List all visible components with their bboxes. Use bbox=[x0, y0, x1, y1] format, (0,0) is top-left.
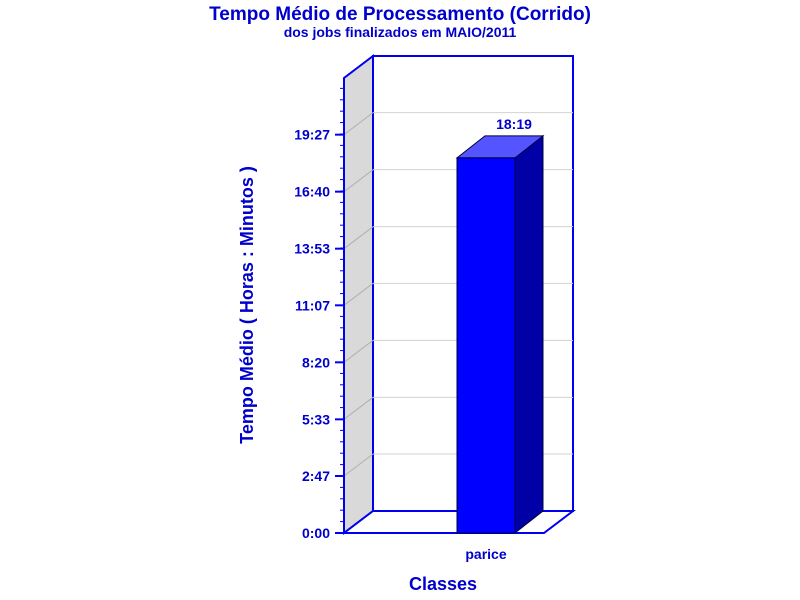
bar-value-label: 18:19 bbox=[496, 116, 532, 132]
y-tick-label: 5:33 bbox=[302, 411, 330, 427]
gridline-wall bbox=[343, 396, 374, 420]
bar bbox=[455, 134, 545, 535]
y-tick-label: 8:20 bbox=[302, 354, 330, 370]
gridline-wall bbox=[343, 169, 374, 193]
chart-title: Tempo Médio de Processamento (Corrido) bbox=[209, 4, 591, 25]
y-tick-label: 11:07 bbox=[295, 297, 330, 313]
y-tick-label: 2:47 bbox=[302, 468, 330, 484]
labels: 18:19 parice bbox=[465, 116, 532, 562]
y-tick-label: 19:27 bbox=[294, 127, 330, 143]
category-label: parice bbox=[465, 546, 506, 562]
x-axis-label: Classes bbox=[409, 574, 477, 594]
bars bbox=[455, 134, 545, 535]
y-axis-label: Tempo Médio ( Horas : Minutos ) bbox=[237, 166, 257, 444]
gridline-wall bbox=[343, 226, 374, 250]
gridline-wall bbox=[343, 339, 374, 363]
y-tick-label: 13:53 bbox=[294, 241, 330, 257]
bar-side bbox=[514, 134, 544, 535]
y-tick-label: 0:00 bbox=[302, 525, 330, 541]
gridline-wall bbox=[343, 453, 374, 477]
gridline-wall bbox=[343, 282, 374, 306]
y-axis: 0:00 2:47 5:33 8:20 11:07 13:53 16:40 19:27 bbox=[294, 78, 345, 541]
y-tick-label: 16:40 bbox=[294, 184, 330, 200]
gridline-wall bbox=[343, 112, 374, 136]
chart-subtitle: dos jobs finalizados em MAIO/2011 bbox=[284, 24, 517, 40]
bar-front bbox=[456, 157, 516, 534]
